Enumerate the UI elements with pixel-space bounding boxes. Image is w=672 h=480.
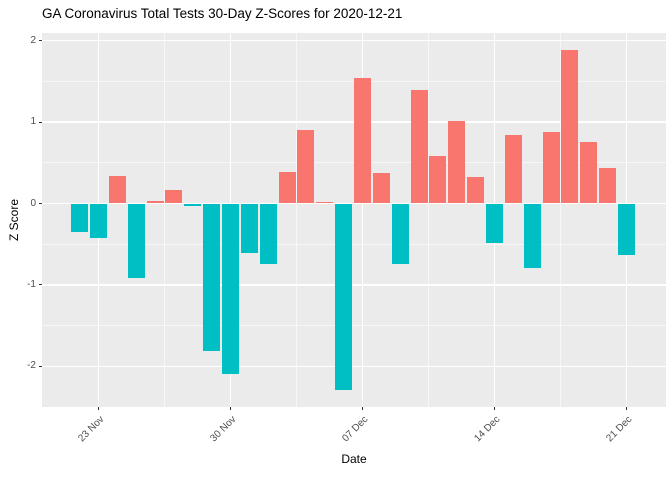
y-tick-label: 0 xyxy=(30,197,36,209)
bar xyxy=(240,203,258,254)
y-tick xyxy=(39,40,42,42)
bar xyxy=(467,176,485,204)
y-tick xyxy=(39,365,42,367)
bar xyxy=(504,135,522,204)
y-axis-title: Z Score xyxy=(7,198,21,242)
minor-gridline-v xyxy=(428,33,429,407)
bar xyxy=(599,167,617,204)
major-gridline-h xyxy=(42,284,666,286)
x-tick xyxy=(97,407,99,410)
bar xyxy=(580,141,598,204)
x-tick xyxy=(494,407,496,410)
major-gridline-h xyxy=(42,39,666,42)
bar xyxy=(372,172,390,204)
bar xyxy=(354,78,371,204)
bar xyxy=(259,203,277,264)
bar xyxy=(410,89,428,204)
minor-gridline-h xyxy=(42,243,666,245)
bar xyxy=(542,131,560,204)
y-tick xyxy=(39,121,42,123)
y-tick-label: 1 xyxy=(30,116,36,128)
y-tick-label: -2 xyxy=(27,360,36,372)
x-tick-label: 30 Nov xyxy=(208,414,239,445)
bar xyxy=(184,203,202,206)
bar xyxy=(561,49,579,204)
x-tick-label: 07 Dec xyxy=(340,414,371,445)
major-gridline-v xyxy=(361,33,364,407)
x-tick xyxy=(229,407,231,410)
bar xyxy=(127,203,145,278)
bar xyxy=(391,203,409,264)
y-tick-label: 2 xyxy=(30,34,36,46)
bar xyxy=(448,121,466,204)
y-tick xyxy=(39,284,42,286)
bar xyxy=(335,203,353,390)
bar xyxy=(486,203,504,243)
plot-panel xyxy=(42,33,666,407)
bar xyxy=(203,203,221,351)
bar xyxy=(316,201,334,204)
minor-gridline-v xyxy=(163,33,165,407)
x-tick-label: 21 Dec xyxy=(604,414,635,445)
minor-gridline-h xyxy=(42,325,666,327)
x-tick xyxy=(362,407,363,410)
x-tick-label: 23 Nov xyxy=(76,414,107,445)
bar xyxy=(297,130,315,204)
y-tick xyxy=(39,203,42,204)
major-gridline-h xyxy=(42,202,666,205)
bar xyxy=(278,171,296,204)
bar xyxy=(221,203,239,375)
bar xyxy=(89,203,107,238)
chart-title: GA Coronavirus Total Tests 30-Day Z-Scor… xyxy=(42,6,403,21)
minor-gridline-v xyxy=(560,33,562,407)
bar xyxy=(165,189,183,204)
major-gridline-h xyxy=(42,365,666,368)
x-axis-title: Date xyxy=(341,452,367,466)
bar xyxy=(523,203,541,268)
bar xyxy=(618,203,636,255)
bar xyxy=(429,156,447,204)
bar xyxy=(146,201,164,204)
minor-gridline-v xyxy=(295,33,297,407)
x-tick-label: 14 Dec xyxy=(472,414,503,445)
bar xyxy=(71,203,89,232)
bar xyxy=(108,175,126,204)
y-tick-label: -1 xyxy=(27,278,36,290)
x-tick xyxy=(626,407,628,410)
